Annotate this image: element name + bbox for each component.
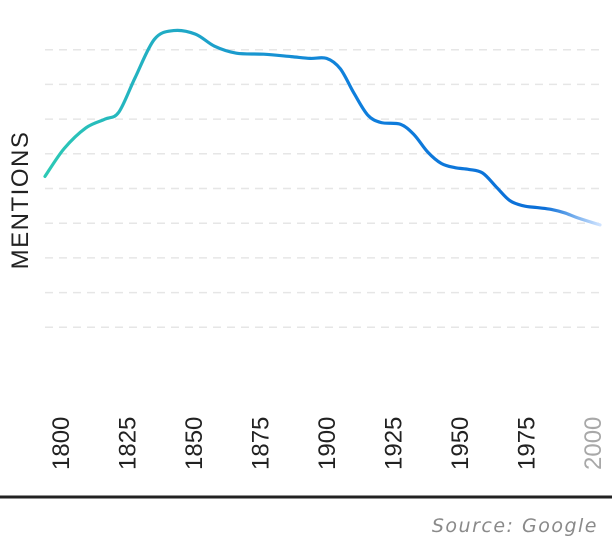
x-tick-label: 1825	[115, 417, 142, 470]
x-tick-label: 1850	[181, 417, 208, 470]
y-axis-label: MENTIONS	[7, 131, 34, 270]
x-tick-label: 1925	[381, 417, 408, 470]
source-note: Source: Google	[431, 515, 598, 537]
gridlines	[45, 48, 600, 329]
x-tick-label: 1950	[447, 417, 474, 470]
x-tick-label: 2000	[580, 417, 607, 470]
x-tick-label: 1875	[248, 417, 275, 470]
x-tick-label: 1975	[514, 417, 541, 470]
x-axis-ticks: 1800 1825 1850 1875 1900 1925 1950 1975 2000	[48, 417, 607, 470]
x-tick-label: 1800	[48, 417, 75, 470]
x-tick-label: 1900	[314, 417, 341, 470]
series-line	[43, 28, 602, 227]
